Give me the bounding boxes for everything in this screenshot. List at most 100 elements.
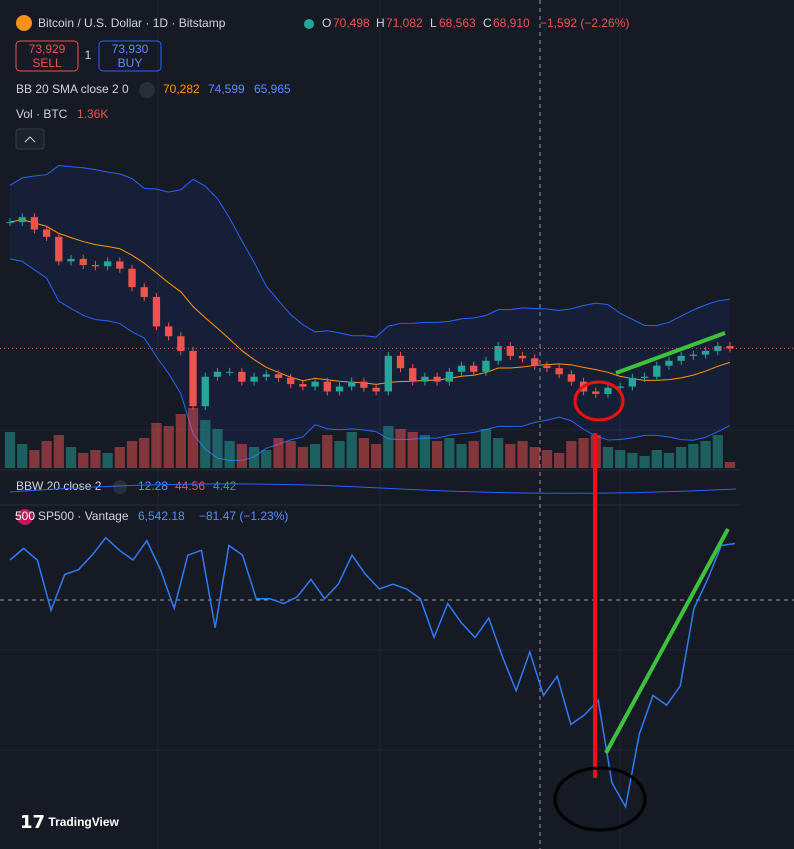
candle-body	[262, 374, 270, 377]
volume-bar	[346, 432, 357, 468]
settings-icon[interactable]	[139, 82, 155, 98]
qty: 1	[85, 48, 92, 62]
candle-body	[543, 365, 551, 369]
volume-bar	[78, 453, 89, 468]
volume-bar	[175, 414, 186, 468]
bb-basis: 70,282	[163, 82, 200, 96]
h-value: 71,082	[386, 16, 423, 30]
candle-body	[677, 355, 685, 361]
volume-bar	[200, 420, 211, 468]
status-dot	[304, 19, 314, 29]
candle-body	[274, 374, 283, 378]
volume-bar	[383, 426, 394, 468]
candle-body	[616, 386, 624, 388]
volume-bar	[468, 441, 479, 468]
vol-name: Vol · BTC	[16, 107, 68, 121]
annotations	[553, 331, 730, 832]
sell-label: SELL	[32, 56, 62, 70]
sell-button[interactable]	[15, 40, 79, 72]
bb-lower: 65,965	[254, 82, 291, 96]
sp-icon-text: 500	[15, 509, 35, 523]
volume-bar	[212, 429, 223, 468]
candle-body	[103, 261, 112, 267]
volume-bar	[712, 435, 723, 468]
volume-bar	[724, 462, 736, 468]
candle-body	[653, 365, 661, 377]
volume-bar	[615, 450, 626, 468]
candle-body	[470, 365, 478, 372]
candle-body	[604, 387, 612, 394]
volume-bar	[493, 438, 504, 468]
o-value: 70,498	[333, 16, 370, 30]
candle-body	[189, 350, 197, 407]
candle-body	[177, 336, 185, 351]
volume-bar	[4, 432, 16, 468]
o-label: O	[322, 16, 331, 30]
candle-body	[640, 376, 649, 378]
volume-bar	[151, 423, 162, 468]
bb-lower	[9, 258, 731, 461]
volume-bar	[419, 435, 431, 468]
l-value: 68,563	[439, 16, 476, 30]
volume-bar	[273, 438, 284, 468]
candle-body	[226, 371, 234, 373]
candle-body	[409, 368, 417, 382]
candle-body	[372, 387, 380, 392]
bbw-v3: 4.42	[213, 479, 237, 493]
candle-body	[494, 346, 502, 361]
candle-body	[201, 376, 209, 407]
candle-body	[506, 346, 514, 356]
settings-icon[interactable]	[113, 480, 127, 494]
volume-bar	[517, 441, 528, 468]
sp-change: −81.47 (−1.23%)	[199, 509, 288, 523]
h-label: H	[376, 16, 385, 30]
collapse-button[interactable]	[15, 128, 45, 150]
candle-body	[531, 358, 539, 366]
volume-bar	[236, 444, 247, 468]
volume-bar	[261, 450, 272, 468]
volume-bar	[566, 441, 577, 468]
volume-bar	[444, 438, 455, 468]
candle-body	[30, 217, 39, 230]
volume-bar	[407, 432, 418, 468]
candle-body	[335, 386, 344, 392]
volume-bar	[395, 429, 406, 468]
buy-label: BUY	[118, 56, 143, 70]
sp-icon	[17, 509, 33, 525]
candle-body	[18, 217, 26, 223]
sp-name: SP500 · Vantage	[38, 509, 129, 523]
volume-bar	[370, 444, 382, 468]
vol-value: 1.36K	[77, 107, 108, 121]
candle-body	[360, 381, 368, 388]
candle-body	[311, 381, 319, 387]
candle-body	[116, 261, 124, 269]
volume-bar	[676, 447, 687, 468]
volume-bar	[639, 456, 650, 468]
candle-body	[482, 360, 490, 372]
candle-body	[567, 374, 576, 382]
bb-upper	[9, 165, 731, 338]
candle-body	[518, 355, 527, 359]
candle-body	[396, 355, 405, 369]
bb-upper: 74,599	[208, 82, 245, 96]
candle-body	[250, 376, 258, 382]
candle-body	[213, 371, 222, 377]
candle-body	[91, 265, 100, 267]
candle-body	[323, 381, 331, 392]
volume-bar	[602, 447, 614, 468]
volume-bar	[663, 453, 675, 468]
volume-bar	[578, 438, 589, 468]
volume-bar	[554, 453, 565, 468]
candle-body	[726, 346, 734, 349]
volume-bar	[358, 438, 370, 468]
candle-body	[714, 346, 722, 351]
volume-bar	[322, 435, 333, 468]
volume-bar	[505, 444, 516, 468]
volume-bar	[29, 450, 40, 468]
c-value: 68,910	[493, 16, 530, 30]
buy-button[interactable]	[98, 40, 162, 72]
plot	[0, 165, 794, 809]
candle-body	[128, 268, 136, 288]
volume-bar	[224, 441, 235, 468]
volume-bar	[688, 444, 699, 468]
